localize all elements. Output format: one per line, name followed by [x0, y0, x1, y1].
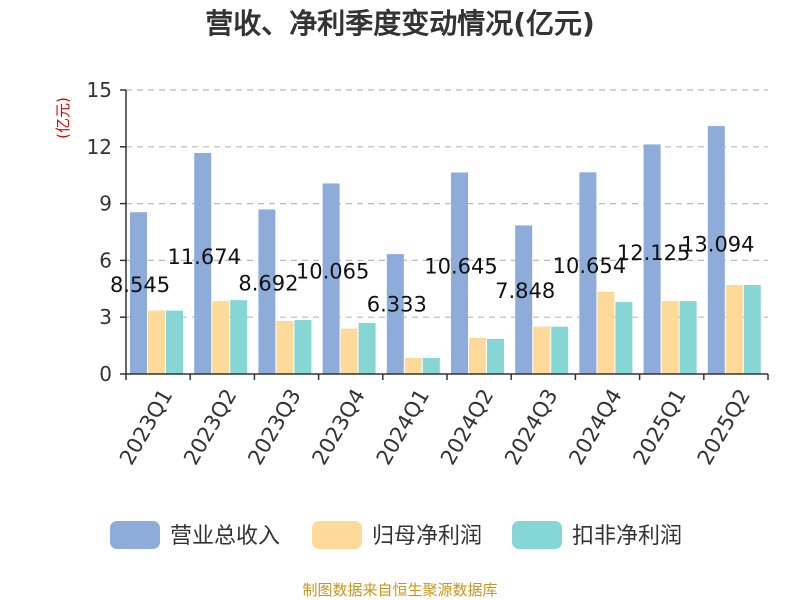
- bars: [130, 126, 761, 374]
- source-note: 制图数据来自恒生聚源数据库: [302, 581, 497, 599]
- x-tick-label: 2024Q1: [372, 385, 434, 469]
- legend-swatch: [512, 521, 562, 549]
- bar-1-2023Q4: [340, 328, 358, 374]
- data-label: 10.645: [424, 254, 497, 278]
- bar-1-2025Q1: [661, 301, 679, 374]
- bar-2-2023Q2: [230, 300, 248, 374]
- y-tick-label: 3: [99, 305, 112, 329]
- data-label: 7.848: [495, 279, 555, 303]
- legend-item-0[interactable]: 营业总收入: [110, 521, 280, 549]
- bar-2-2024Q2: [487, 338, 504, 374]
- bar-2-2024Q4: [615, 302, 633, 374]
- chart-title: 营收、净利季度变动情况(亿元): [205, 7, 595, 40]
- bar-1-2025Q2: [725, 285, 743, 374]
- y-tick-label: 9: [99, 192, 112, 216]
- bar-1-2024Q2: [469, 338, 486, 374]
- x-tick-label: 2024Q3: [500, 385, 562, 469]
- data-label: 6.333: [367, 293, 427, 317]
- legend-swatch: [110, 521, 160, 549]
- y-axis-unit: (亿元): [54, 97, 72, 139]
- data-label: 8.545: [110, 273, 170, 297]
- x-tick-label: 2023Q3: [243, 385, 305, 469]
- bar-2-2025Q2: [743, 285, 761, 374]
- bar-0-2023Q1: [130, 212, 147, 374]
- bar-2-2023Q3: [294, 320, 312, 374]
- bar-0-2024Q3: [515, 225, 533, 374]
- bar-2-2023Q4: [358, 322, 376, 374]
- data-label: 10.654: [553, 254, 626, 278]
- bar-0-2023Q2: [194, 152, 212, 374]
- legend-label: 归母净利润: [372, 524, 482, 549]
- bar-0-2023Q3: [258, 209, 276, 374]
- gridlines: [126, 89, 768, 318]
- legend-item-1[interactable]: 归母净利润: [312, 521, 482, 549]
- legend-label: 营业总收入: [170, 524, 280, 549]
- bar-1-2024Q1: [404, 357, 422, 374]
- bar-0-2024Q4: [579, 172, 597, 374]
- bar-2-2024Q1: [422, 357, 440, 374]
- bar-2-2025Q1: [679, 301, 697, 374]
- data-label: 8.692: [238, 272, 298, 296]
- bar-0-2025Q2: [707, 126, 725, 374]
- x-tick-label: 2023Q4: [307, 385, 369, 469]
- y-tick-label: 6: [99, 248, 112, 272]
- x-tick-label: 2025Q1: [628, 385, 690, 469]
- bar-1-2024Q4: [597, 291, 615, 374]
- bar-1-2023Q1: [148, 310, 165, 374]
- bar-0-2025Q1: [643, 144, 661, 374]
- x-tick-label: 2023Q1: [115, 385, 177, 469]
- legend-label: 扣非净利润: [572, 524, 682, 549]
- data-label: 10.065: [296, 259, 369, 283]
- bar-0-2024Q2: [451, 172, 468, 374]
- data-label: 11.674: [167, 245, 240, 269]
- legend-item-2[interactable]: 扣非净利润: [512, 521, 682, 549]
- x-tick-label: 2025Q2: [693, 385, 755, 469]
- bar-2-2023Q1: [166, 310, 183, 374]
- data-label: 12.125: [617, 241, 690, 265]
- y-tick-label: 12: [87, 135, 112, 159]
- legend-swatch: [312, 521, 362, 549]
- data-label: 13.094: [681, 232, 754, 256]
- bar-1-2023Q2: [212, 301, 230, 374]
- legend[interactable]: 营业总收入 归母净利润 扣非净利润: [110, 521, 682, 549]
- x-tick-label: 2024Q2: [436, 385, 498, 469]
- bar-1-2024Q3: [533, 326, 551, 374]
- bar-1-2023Q3: [276, 320, 294, 374]
- bar-0-2024Q1: [386, 254, 404, 374]
- x-tick-label: 2024Q4: [564, 385, 626, 469]
- y-tick-label: 0: [99, 362, 112, 386]
- bar-0-2023Q4: [322, 183, 340, 374]
- x-tick-label: 2023Q2: [179, 385, 241, 469]
- y-tick-label: 15: [87, 78, 112, 102]
- bar-2-2024Q3: [551, 326, 569, 374]
